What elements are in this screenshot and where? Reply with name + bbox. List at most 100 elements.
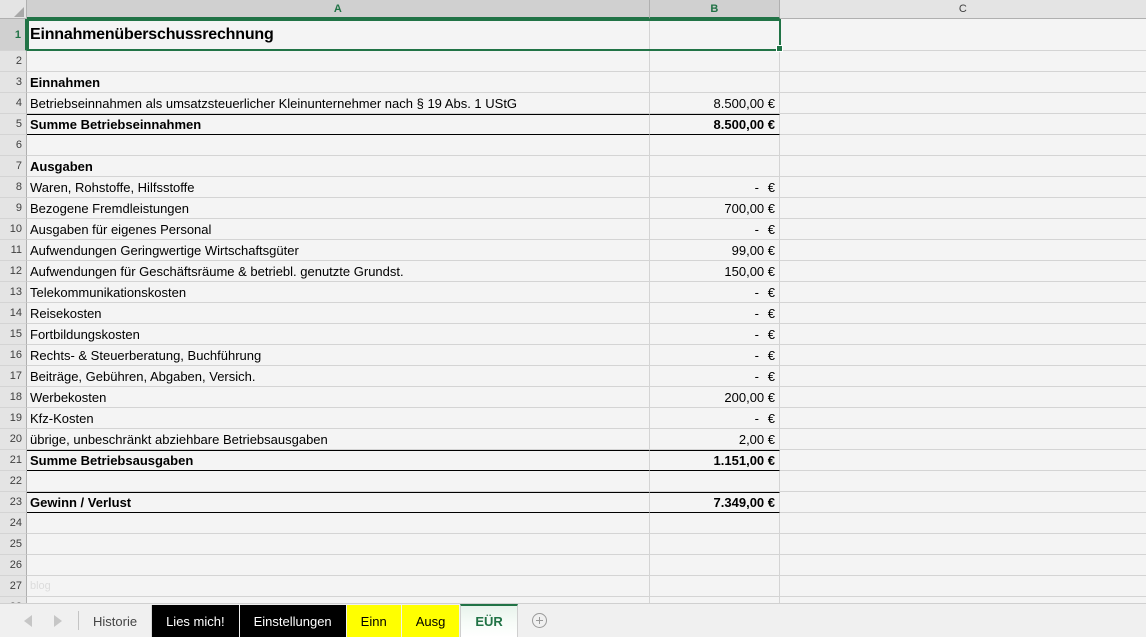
cell-B18[interactable]: 200,00 € (650, 387, 780, 408)
cell-C20[interactable] (780, 429, 1146, 450)
cell-B10[interactable]: - € (650, 219, 780, 240)
next-sheet-icon[interactable] (54, 614, 62, 627)
row-header-24[interactable]: 24 (0, 513, 27, 534)
row-header-20[interactable]: 20 (0, 429, 27, 450)
cell-C14[interactable] (780, 303, 1146, 324)
cell-A8[interactable]: Waren, Rohstoffe, Hilfsstoffe (27, 177, 650, 198)
cell-C7[interactable] (780, 156, 1146, 177)
spreadsheet-grid[interactable]: A B C 1 Einnahmenüberschussrechnung 2 3 Einn… (0, 0, 1146, 603)
cell-A23[interactable]: Gewinn / Verlust (27, 492, 650, 513)
cell-A5[interactable]: Summe Betriebseinnahmen (27, 114, 650, 135)
cell-C4[interactable] (780, 93, 1146, 114)
cell-A2[interactable] (27, 51, 650, 72)
cell-C6[interactable] (780, 135, 1146, 156)
cell-A14[interactable]: Reisekosten (27, 303, 650, 324)
cell-A3[interactable]: Einnahmen (27, 72, 650, 93)
cell-A15[interactable]: Fortbildungskosten (27, 324, 650, 345)
row-header-26[interactable]: 26 (0, 555, 27, 576)
cell-C2[interactable] (780, 51, 1146, 72)
cell-C21[interactable] (780, 450, 1146, 471)
previous-sheet-icon[interactable] (24, 614, 32, 627)
cell-B6[interactable] (650, 135, 780, 156)
cell-B21[interactable]: 1.151,00 € (650, 450, 780, 471)
cell-B13[interactable]: - € (650, 282, 780, 303)
cell-A26[interactable] (27, 555, 650, 576)
cell-A27[interactable]: blog (27, 576, 650, 597)
cell-C18[interactable] (780, 387, 1146, 408)
cell-B16[interactable]: - € (650, 345, 780, 366)
row-header-19[interactable]: 19 (0, 408, 27, 429)
cell-A22[interactable] (27, 471, 650, 492)
cell-B7[interactable] (650, 156, 780, 177)
cell-B26[interactable] (650, 555, 780, 576)
row-header-5[interactable]: 5 (0, 114, 27, 135)
cell-C25[interactable] (780, 534, 1146, 555)
row-header-25[interactable]: 25 (0, 534, 27, 555)
cell-C17[interactable] (780, 366, 1146, 387)
cell-A10[interactable]: Ausgaben für eigenes Personal (27, 219, 650, 240)
row-header-7[interactable]: 7 (0, 156, 27, 177)
cell-A7[interactable]: Ausgaben (27, 156, 650, 177)
cell-B15[interactable]: - € (650, 324, 780, 345)
add-sheet-button[interactable] (518, 604, 562, 637)
sheet-tab-eür[interactable]: EÜR (460, 604, 518, 637)
row-header-4[interactable]: 4 (0, 93, 27, 114)
fill-handle[interactable] (776, 45, 783, 52)
row-header-16[interactable]: 16 (0, 345, 27, 366)
cell-A25[interactable] (27, 534, 650, 555)
column-header-c[interactable]: C (780, 0, 1146, 19)
row-header-2[interactable]: 2 (0, 51, 27, 72)
cell-C11[interactable] (780, 240, 1146, 261)
row-header-18[interactable]: 18 (0, 387, 27, 408)
cell-A6[interactable] (27, 135, 650, 156)
row-header-13[interactable]: 13 (0, 282, 27, 303)
row-header-9[interactable]: 9 (0, 198, 27, 219)
cell-B17[interactable]: - € (650, 366, 780, 387)
cell-B9[interactable]: 700,00 € (650, 198, 780, 219)
cell-C9[interactable] (780, 198, 1146, 219)
cell-B24[interactable] (650, 513, 780, 534)
row-header-14[interactable]: 14 (0, 303, 27, 324)
sheet-tab-ausg[interactable]: Ausg (401, 605, 461, 637)
cell-A1[interactable]: Einnahmenüberschussrechnung (27, 19, 650, 51)
row-header-28[interactable]: 28 (0, 597, 27, 603)
row-header-23[interactable]: 23 (0, 492, 27, 513)
row-header-12[interactable]: 12 (0, 261, 27, 282)
row-header-22[interactable]: 22 (0, 471, 27, 492)
cell-C16[interactable] (780, 345, 1146, 366)
cell-C10[interactable] (780, 219, 1146, 240)
cell-A19[interactable]: Kfz-Kosten (27, 408, 650, 429)
cell-A12[interactable]: Aufwendungen für Geschäftsräume & betrie… (27, 261, 650, 282)
cell-A18[interactable]: Werbekosten (27, 387, 650, 408)
cell-B1[interactable] (650, 19, 780, 51)
cell-C23[interactable] (780, 492, 1146, 513)
cell-B25[interactable] (650, 534, 780, 555)
cell-B23[interactable]: 7.349,00 € (650, 492, 780, 513)
row-header-10[interactable]: 10 (0, 219, 27, 240)
cell-A11[interactable]: Aufwendungen Geringwertige Wirtschaftsgü… (27, 240, 650, 261)
sheet-tab-einstellungen[interactable]: Einstellungen (239, 605, 347, 637)
sheet-tab-lies-mich[interactable]: Lies mich! (152, 605, 240, 637)
cell-C12[interactable] (780, 261, 1146, 282)
cell-A13[interactable]: Telekommunikationskosten (27, 282, 650, 303)
cell-C3[interactable] (780, 72, 1146, 93)
cell-C1[interactable] (780, 19, 1146, 51)
row-header-15[interactable]: 15 (0, 324, 27, 345)
cell-A20[interactable]: übrige, unbeschränkt abziehbare Betriebs… (27, 429, 650, 450)
row-header-6[interactable]: 6 (0, 135, 27, 156)
cell-A4[interactable]: Betriebseinnahmen als umsatzsteuerlicher… (27, 93, 650, 114)
cell-C27[interactable] (780, 576, 1146, 597)
cell-A21[interactable]: Summe Betriebsausgaben (27, 450, 650, 471)
cell-B2[interactable] (650, 51, 780, 72)
cell-C8[interactable] (780, 177, 1146, 198)
cell-B27[interactable] (650, 576, 780, 597)
row-header-8[interactable]: 8 (0, 177, 27, 198)
cell-B28[interactable] (650, 597, 780, 603)
sheet-tab-historie[interactable]: Historie (79, 605, 153, 637)
cell-B11[interactable]: 99,00 € (650, 240, 780, 261)
cell-C22[interactable] (780, 471, 1146, 492)
cell-B20[interactable]: 2,00 € (650, 429, 780, 450)
cell-C5[interactable] (780, 114, 1146, 135)
cell-C28[interactable] (780, 597, 1146, 603)
cell-C19[interactable] (780, 408, 1146, 429)
